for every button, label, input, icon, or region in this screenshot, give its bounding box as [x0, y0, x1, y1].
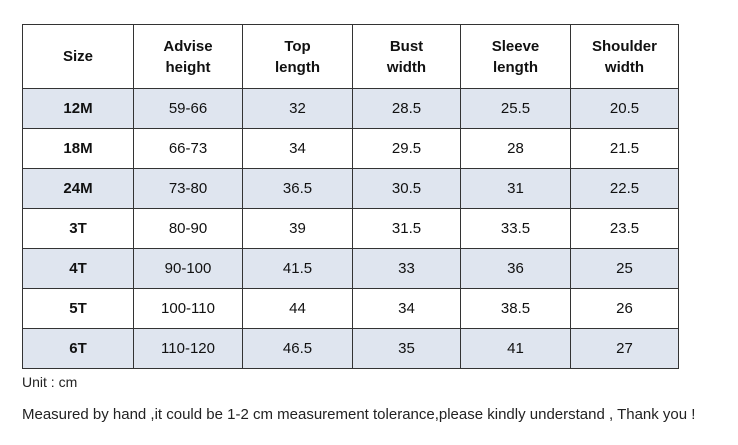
table-cell: 21.5	[570, 128, 679, 169]
table-cell: 59-66	[133, 88, 243, 129]
footer-note: Measured by hand ,it could be 1-2 cm mea…	[22, 406, 696, 423]
table-cell: 36.5	[242, 168, 353, 209]
table-cell: 32	[242, 88, 353, 129]
header-cell: Shoulder width	[570, 24, 679, 89]
size-cell: 4T	[22, 248, 134, 289]
size-cell: 18M	[22, 128, 134, 169]
table-row: 5T 100-110 44 34 38.5 26	[22, 288, 679, 329]
size-cell: 5T	[22, 288, 134, 329]
table-cell: 30.5	[352, 168, 461, 209]
table-cell: 41	[460, 328, 571, 369]
table-cell: 110-120	[133, 328, 243, 369]
table-cell: 44	[242, 288, 353, 329]
table-row: 12M 59-66 32 28.5 25.5 20.5	[22, 88, 679, 129]
table-row: 24M 73-80 36.5 30.5 31 22.5	[22, 168, 679, 209]
table-cell: 90-100	[133, 248, 243, 289]
table-cell: 34	[242, 128, 353, 169]
table-cell: 25	[570, 248, 679, 289]
table-cell: 26	[570, 288, 679, 329]
table-row: 3T 80-90 39 31.5 33.5 23.5	[22, 208, 679, 249]
table-cell: 34	[352, 288, 461, 329]
table-cell: 27	[570, 328, 679, 369]
table-row: 6T 110-120 46.5 35 41 27	[22, 328, 679, 369]
table-body: 12M 59-66 32 28.5 25.5 20.5 18M 66-73 34 29.5 28 21…	[22, 88, 679, 369]
table-cell: 38.5	[460, 288, 571, 329]
table-cell: 33.5	[460, 208, 571, 249]
header-cell: Advise height	[133, 24, 243, 89]
table-row: 4T 90-100 41.5 33 36 25	[22, 248, 679, 289]
table-cell: 39	[242, 208, 353, 249]
header-row: Size Advise height Top length Bust width Sle…	[22, 24, 679, 89]
table-cell: 31	[460, 168, 571, 209]
table-cell: 28	[460, 128, 571, 169]
table-cell: 28.5	[352, 88, 461, 129]
table-cell: 66-73	[133, 128, 243, 169]
size-cell: 6T	[22, 328, 134, 369]
table-cell: 20.5	[570, 88, 679, 129]
size-table: Size Advise height Top length Bust width Sle…	[22, 24, 679, 369]
table-cell: 73-80	[133, 168, 243, 209]
table-cell: 22.5	[570, 168, 679, 209]
header-cell: Sleeve length	[460, 24, 571, 89]
unit-note: Unit : cm	[22, 374, 78, 390]
table-cell: 23.5	[570, 208, 679, 249]
table-cell: 29.5	[352, 128, 461, 169]
size-cell: 3T	[22, 208, 134, 249]
header-cell: Size	[22, 24, 134, 89]
header-cell: Bust width	[352, 24, 461, 89]
header-cell: Top length	[242, 24, 353, 89]
table-cell: 33	[352, 248, 461, 289]
table-cell: 31.5	[352, 208, 461, 249]
table-cell: 35	[352, 328, 461, 369]
table-cell: 36	[460, 248, 571, 289]
table-cell: 25.5	[460, 88, 571, 129]
table-row: 18M 66-73 34 29.5 28 21.5	[22, 128, 679, 169]
table-cell: 100-110	[133, 288, 243, 329]
size-cell: 24M	[22, 168, 134, 209]
table-cell: 41.5	[242, 248, 353, 289]
table-cell: 46.5	[242, 328, 353, 369]
size-cell: 12M	[22, 88, 134, 129]
table-cell: 80-90	[133, 208, 243, 249]
